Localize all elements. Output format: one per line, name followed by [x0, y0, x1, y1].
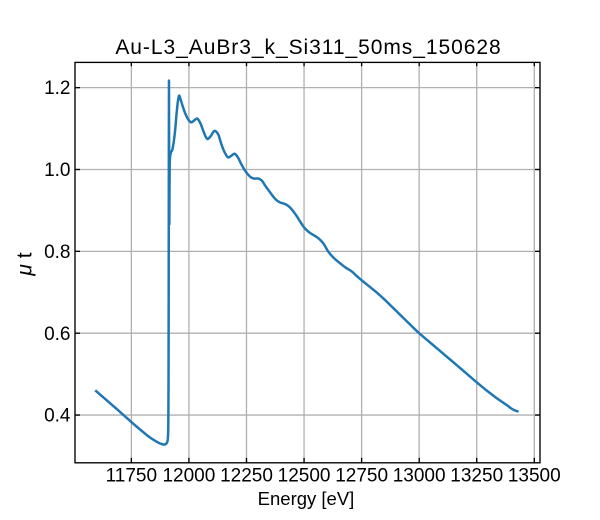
svg-text:1.0: 1.0 [44, 160, 70, 181]
svg-text:12000: 12000 [162, 466, 215, 487]
svg-text:μ t: μ t [14, 252, 37, 276]
svg-text:12500: 12500 [278, 466, 331, 487]
svg-text:13500: 13500 [508, 466, 561, 487]
svg-text:13000: 13000 [393, 466, 446, 487]
svg-text:13250: 13250 [450, 466, 503, 487]
svg-text:1.2: 1.2 [44, 78, 70, 99]
svg-text:Energy [eV]: Energy [eV] [258, 488, 355, 509]
svg-text:12250: 12250 [220, 466, 273, 487]
svg-text:Au-L3_AuBr3_k_Si311_50ms_15062: Au-L3_AuBr3_k_Si311_50ms_150628 [115, 36, 501, 59]
svg-text:0.4: 0.4 [44, 406, 71, 427]
svg-text:0.8: 0.8 [44, 242, 70, 263]
svg-text:12750: 12750 [335, 466, 388, 487]
svg-text:11750: 11750 [106, 466, 157, 487]
svg-text:0.6: 0.6 [44, 324, 70, 345]
